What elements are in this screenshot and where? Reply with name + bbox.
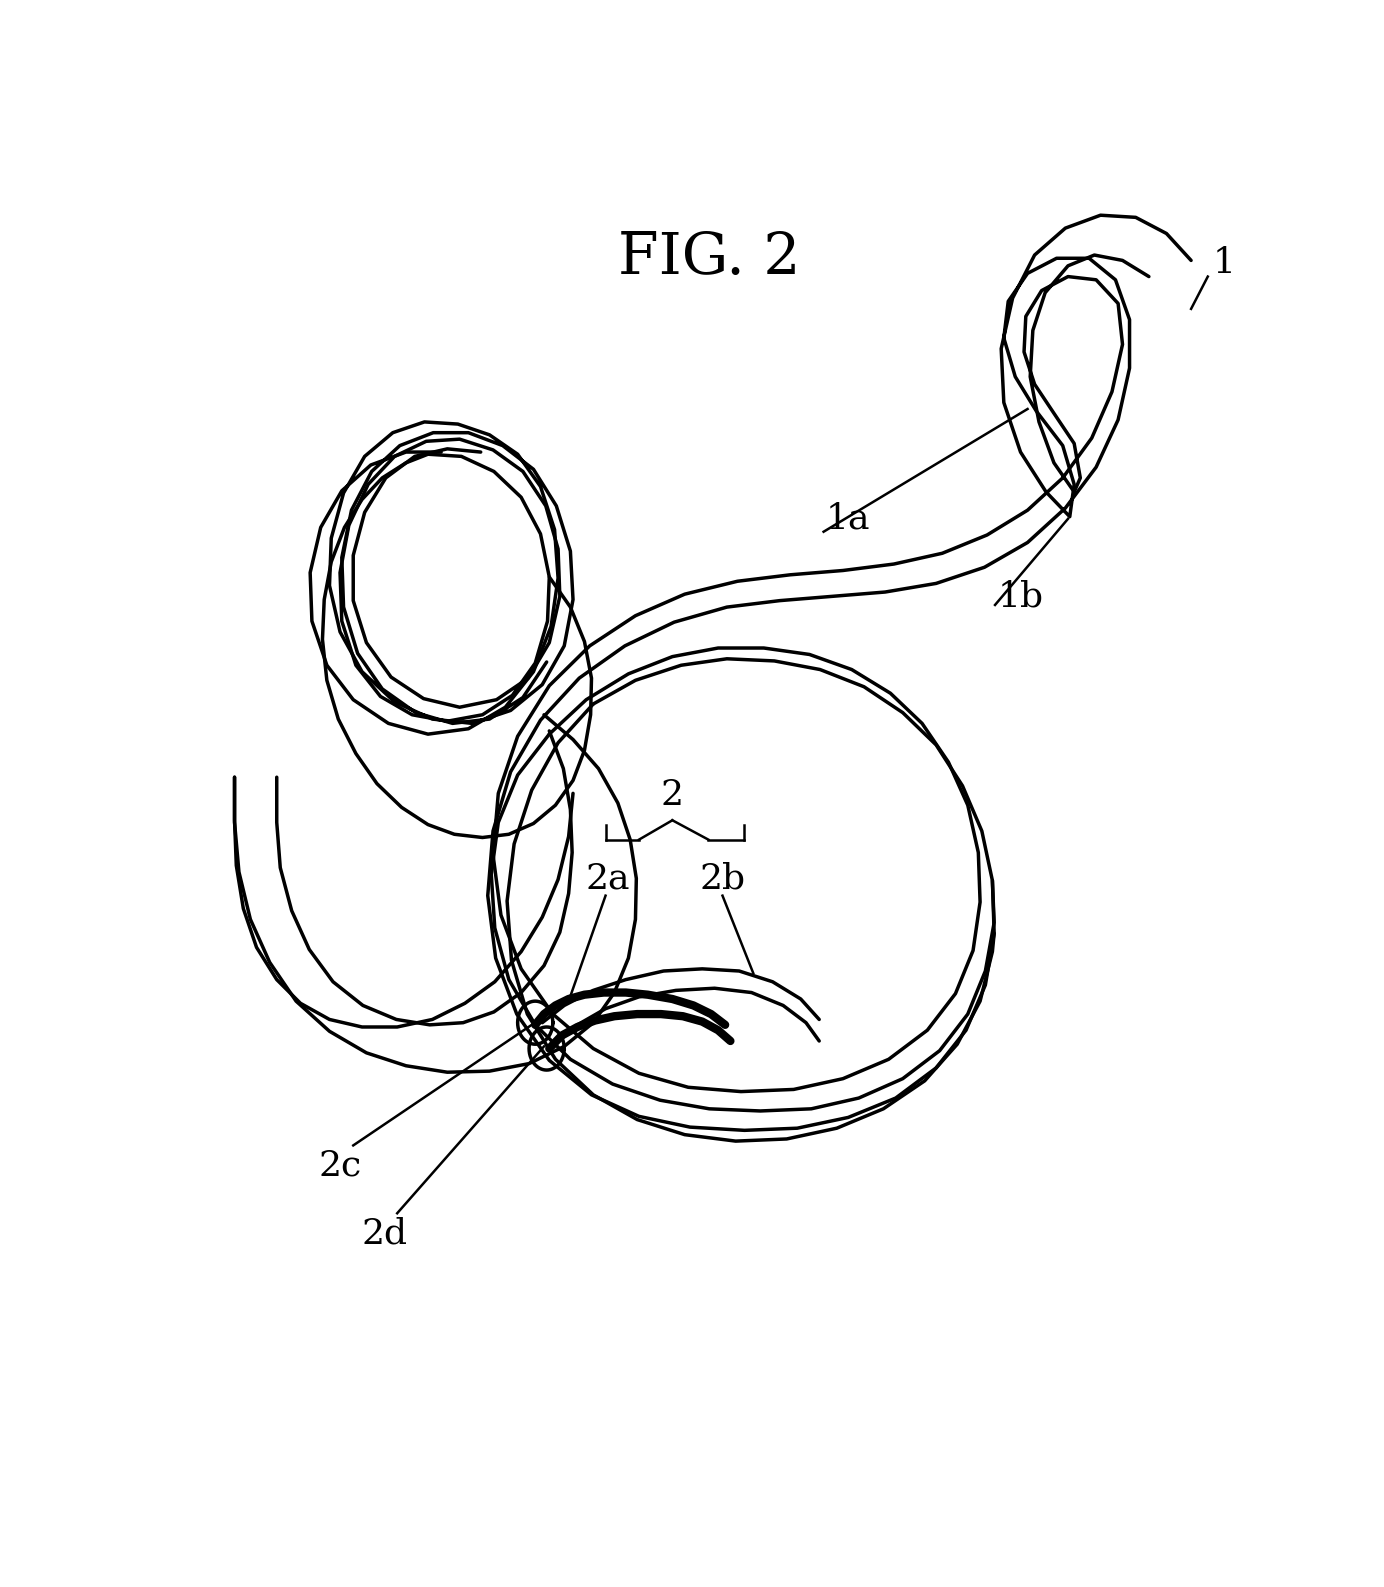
Text: 1: 1 [1212, 246, 1235, 279]
Text: 1b: 1b [998, 579, 1044, 613]
Text: 2b: 2b [699, 862, 746, 895]
Text: 1a: 1a [825, 501, 871, 536]
Text: 2c: 2c [318, 1149, 361, 1182]
Text: FIG. 2: FIG. 2 [619, 230, 800, 286]
Text: 2: 2 [662, 778, 684, 811]
Text: 2a: 2a [585, 862, 630, 895]
Text: 2d: 2d [361, 1217, 407, 1251]
